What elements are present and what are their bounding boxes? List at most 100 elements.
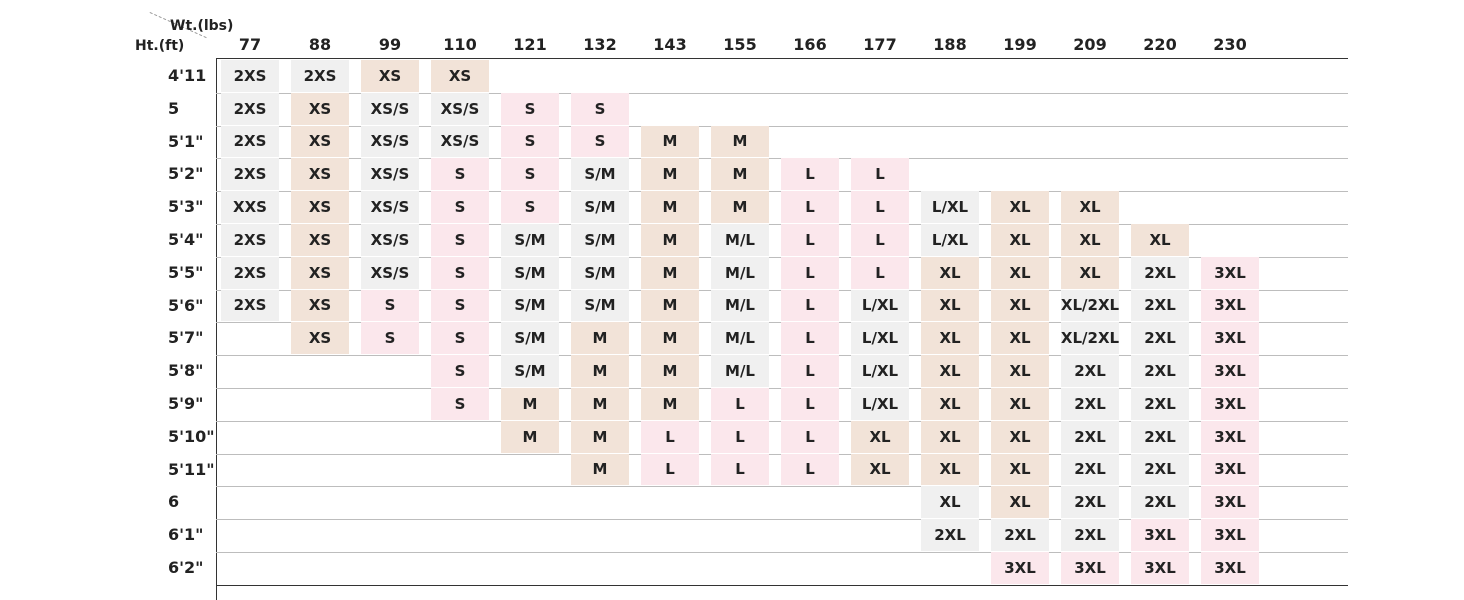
size-cell: XS (291, 191, 349, 223)
size-cell: 3XL (1201, 256, 1259, 289)
size-cell: S (501, 158, 559, 191)
size-cell: 2XL (1061, 519, 1119, 551)
size-cell: L (781, 453, 839, 486)
size-cell: S (431, 256, 489, 289)
weight-header-77: 77 (238, 35, 262, 54)
weight-axis-title: Wt.(lbs) (170, 18, 234, 34)
size-cell: L (711, 453, 769, 486)
size-cell: S (571, 125, 629, 158)
size-cell: XL (991, 322, 1049, 355)
size-cell: XS (291, 322, 349, 355)
size-cell: 2XL (1061, 355, 1119, 387)
size-cell: S/M (501, 289, 559, 322)
weight-header-177: 177 (863, 35, 897, 54)
row-divider (216, 584, 1348, 586)
size-cell: S (431, 224, 489, 256)
size-cell: M (711, 158, 769, 191)
table-top-border (216, 58, 1348, 59)
size-cell: 2XL (1131, 322, 1189, 355)
size-cell: XL (991, 191, 1049, 223)
size-cell: XL (991, 289, 1049, 322)
size-cell: M (711, 125, 769, 158)
size-cell: L (711, 388, 769, 420)
size-cell: XL (1061, 256, 1119, 289)
size-cell: XL (921, 289, 979, 322)
size-cell: M (571, 453, 629, 486)
size-cell: XL (1061, 191, 1119, 223)
size-cell: S (571, 92, 629, 125)
height-label: 5'5" (168, 262, 204, 282)
weight-header-220: 220 (1143, 35, 1177, 54)
size-cell: 2XL (1061, 420, 1119, 453)
size-cell: M (641, 191, 699, 223)
size-cell: XS (291, 125, 349, 158)
size-cell: L (641, 420, 699, 453)
size-cell: 2XL (1131, 388, 1189, 420)
size-cell: XS/S (361, 191, 419, 223)
size-cell: 2XS (221, 256, 279, 289)
size-cell: XL (991, 486, 1049, 519)
size-cell: XS (431, 60, 489, 92)
size-cell: L (641, 453, 699, 486)
size-cell: XL (921, 322, 979, 355)
size-cell: 2XS (221, 158, 279, 191)
size-cell: M (571, 322, 629, 355)
size-cell: 3XL (1201, 552, 1259, 584)
size-cell: L/XL (921, 191, 979, 223)
size-cell: L (851, 224, 909, 256)
size-cell: S/M (571, 191, 629, 223)
size-cell: M (711, 191, 769, 223)
size-cell: 2XS (221, 60, 279, 92)
size-cell: S/M (571, 289, 629, 322)
size-cell: 2XL (1061, 486, 1119, 519)
size-cell: L/XL (851, 355, 909, 387)
size-cell: S/M (501, 224, 559, 256)
size-cell: 3XL (1201, 289, 1259, 322)
size-cell: XS (361, 60, 419, 92)
row-divider (216, 125, 1348, 127)
size-cell: M (571, 388, 629, 420)
size-cell: XL (921, 388, 979, 420)
size-cell: S/M (501, 355, 559, 387)
size-cell: XS (291, 224, 349, 256)
size-cell: 3XL (1131, 552, 1189, 584)
size-cell: M (641, 125, 699, 158)
size-cell: S (431, 158, 489, 191)
size-cell: XL (1061, 224, 1119, 256)
size-cell: 3XL (1201, 388, 1259, 420)
size-cell: XS/S (361, 92, 419, 125)
weight-header-110: 110 (443, 35, 477, 54)
row-divider (216, 552, 1348, 553)
height-label: 5'9" (168, 394, 204, 413)
weight-header-166: 166 (793, 35, 827, 54)
size-cell: S/M (501, 322, 559, 355)
size-cell: L (851, 191, 909, 223)
size-cell: M (641, 289, 699, 322)
size-cell: XL (921, 256, 979, 289)
size-cell: S (501, 125, 559, 158)
weight-header-88: 88 (308, 35, 332, 54)
size-cell: XS/S (361, 256, 419, 289)
size-cell: S (431, 289, 489, 322)
height-label: 6'1" (168, 525, 204, 545)
size-cell: XL (991, 420, 1049, 453)
size-cell: M/L (711, 256, 769, 289)
size-cell: L/XL (921, 224, 979, 256)
weight-header-209: 209 (1073, 35, 1107, 54)
size-cell: M (501, 420, 559, 453)
table-left-border (216, 58, 217, 600)
weight-header-199: 199 (1003, 35, 1037, 54)
size-cell: M/L (711, 289, 769, 322)
size-cell: XL (991, 453, 1049, 486)
size-cell: XS/S (361, 125, 419, 158)
size-cell: XS (291, 158, 349, 191)
size-cell: 2XL (921, 519, 979, 551)
height-label: 5'2" (168, 164, 204, 184)
size-cell: 3XL (1201, 486, 1259, 519)
size-cell: L (781, 158, 839, 191)
height-axis-title: Ht.(ft) (135, 38, 185, 54)
size-cell: M (641, 224, 699, 256)
height-label: 5'7" (168, 328, 204, 348)
size-cell: XL (921, 420, 979, 453)
